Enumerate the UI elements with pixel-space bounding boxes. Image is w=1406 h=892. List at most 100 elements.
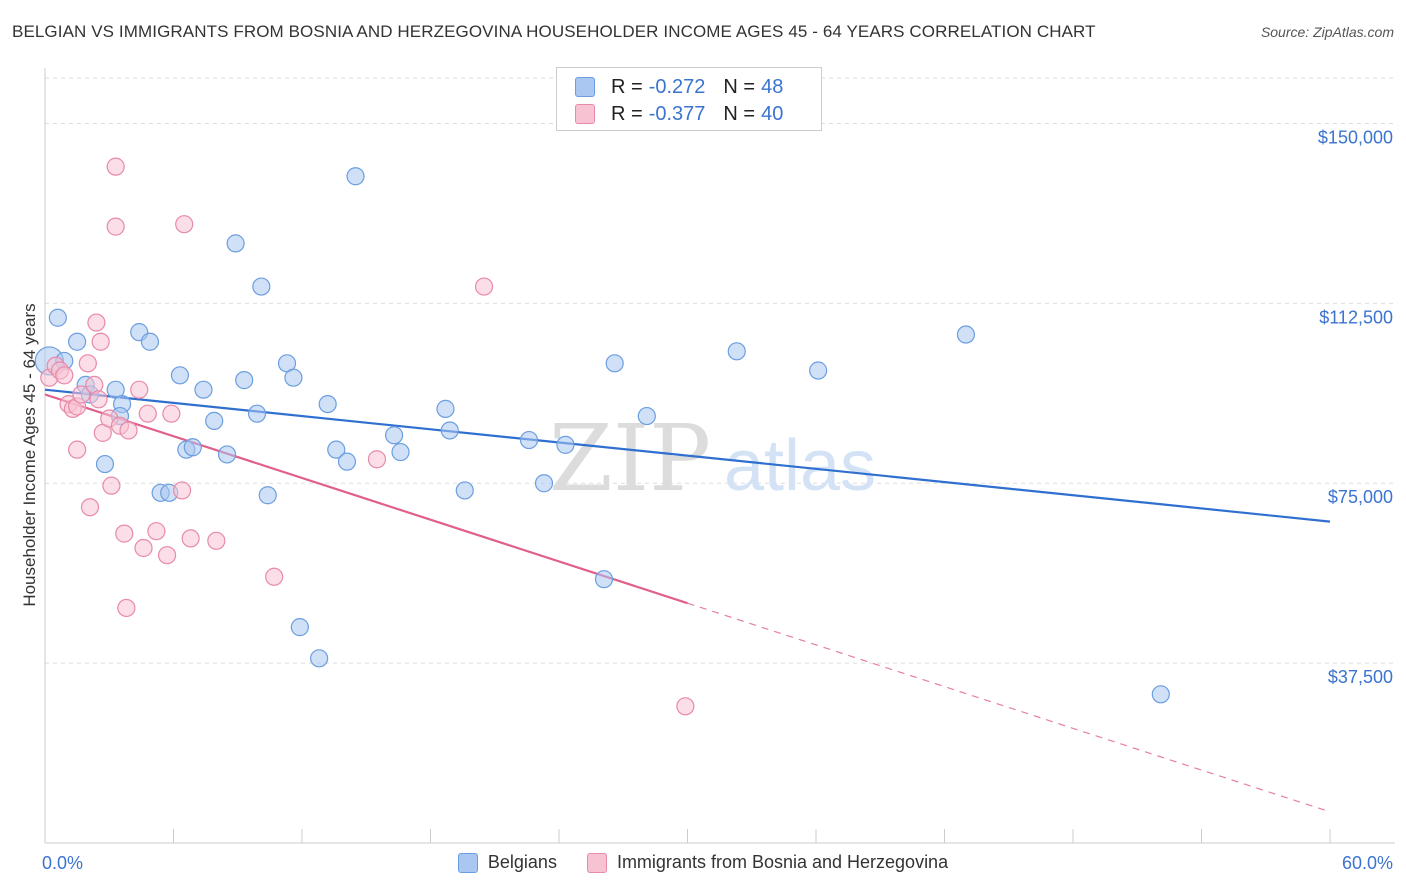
point-belgians — [455, 481, 474, 500]
legend-r-value: -0.272 — [648, 75, 706, 98]
legend-item-bosnia[interactable]: Immigrants from Bosnia and Herzegovina — [586, 852, 949, 873]
point-bosnia — [68, 440, 87, 459]
point-bosnia — [157, 546, 177, 565]
point-belgians — [534, 474, 554, 493]
point-belgians — [194, 380, 213, 399]
point-bosnia — [130, 380, 149, 399]
point-bosnia — [115, 524, 134, 543]
chart-title: BELGIAN VS IMMIGRANTS FROM BOSNIA AND HE… — [12, 22, 1096, 41]
point-belgians — [594, 570, 614, 589]
point-belgians — [183, 438, 202, 457]
legend-n-value: 40 — [761, 102, 784, 125]
legend-swatch-bosnia — [586, 852, 607, 873]
point-bosnia — [134, 538, 153, 558]
point-belgians — [1151, 685, 1170, 704]
point-bosnia — [207, 531, 226, 550]
point-bosnia — [172, 481, 192, 500]
point-bosnia — [89, 390, 108, 409]
point-belgians — [440, 421, 459, 440]
point-belgians — [519, 430, 539, 450]
x-tick-label: 60.0% — [1342, 853, 1393, 873]
legend-r-value: -0.377 — [648, 102, 706, 125]
point-belgians — [217, 445, 237, 464]
axes — [44, 68, 1395, 844]
watermark-atlas: atlas — [724, 426, 876, 506]
point-bosnia — [55, 366, 74, 385]
legend-n-label: N = — [723, 75, 756, 98]
point-belgians — [284, 368, 303, 387]
point-bosnia — [175, 215, 194, 234]
point-bosnia — [106, 217, 125, 236]
point-bosnia — [106, 157, 125, 176]
point-belgians — [68, 332, 87, 351]
legend-n-label: N = — [723, 102, 756, 125]
y-tick-label: $75,000 — [1328, 487, 1393, 507]
point-belgians — [318, 394, 337, 414]
trend-line-solid — [44, 393, 688, 605]
point-bosnia — [119, 421, 138, 440]
y-tick-label: $150,000 — [1318, 127, 1393, 147]
point-belgians — [346, 167, 365, 186]
legend-r-label: R = — [611, 75, 643, 98]
legend-swatch-belgians — [457, 852, 478, 873]
legend-label-bosnia: Immigrants from Bosnia and Herzegovina — [616, 852, 949, 872]
correlation-legend: R = -0.272 N = 48 R = -0.377 N = 40 — [556, 67, 822, 131]
source-label: Source: ZipAtlas.com — [1260, 24, 1394, 40]
point-belgians — [391, 442, 410, 462]
trend-line-dashed — [687, 602, 1331, 813]
point-bosnia — [87, 313, 106, 332]
point-bosnia — [162, 404, 181, 423]
point-belgians — [327, 440, 346, 459]
x-tick-labels: 0.0% 60.0% — [42, 853, 1393, 873]
point-bosnia — [147, 522, 166, 541]
point-belgians — [252, 277, 271, 296]
point-belgians — [384, 426, 404, 445]
series-legend: Belgians Immigrants from Bosnia and Herz… — [0, 852, 1406, 873]
point-belgians — [637, 406, 656, 426]
legend-row-bosnia: R = -0.377 N = 40 — [575, 102, 783, 126]
x-tick-label: 0.0% — [42, 853, 83, 873]
point-belgians — [205, 411, 224, 430]
point-bosnia — [474, 277, 494, 296]
gridlines — [45, 77, 1395, 664]
point-bosnia — [367, 450, 387, 469]
point-belgians — [310, 649, 329, 668]
legend-swatch-bosnia — [575, 104, 595, 124]
y-tick-label: $37,500 — [1328, 667, 1393, 687]
point-belgians — [556, 435, 575, 454]
y-tick-labels: $150,000 $112,500 $75,000 $37,500 — [1318, 127, 1393, 687]
point-bosnia — [265, 567, 284, 586]
legend-swatch-belgians — [575, 77, 595, 97]
point-belgians — [258, 486, 277, 505]
point-belgians — [290, 618, 309, 637]
point-belgians — [956, 325, 976, 344]
point-bosnia — [78, 354, 97, 373]
legend-label-belgians: Belgians — [487, 852, 557, 872]
point-belgians — [605, 354, 624, 373]
point-belgians — [226, 234, 245, 253]
point-belgians — [140, 332, 160, 351]
point-bosnia — [676, 697, 695, 716]
point-bosnia — [91, 332, 110, 351]
point-belgians — [170, 366, 190, 385]
point-belgians — [235, 371, 254, 390]
point-belgians — [247, 404, 267, 423]
legend-n-value: 48 — [761, 75, 784, 98]
point-belgians — [727, 342, 746, 361]
point-belgians — [337, 452, 357, 471]
y-tick-label: $112,500 — [1319, 307, 1393, 327]
point-belgians — [48, 308, 67, 327]
point-belgians — [809, 361, 828, 380]
legend-item-belgians[interactable]: Belgians — [457, 852, 557, 873]
watermark: ZIP atlas — [549, 405, 876, 512]
point-bosnia — [72, 385, 91, 404]
point-belgians — [436, 399, 455, 418]
point-bosnia — [181, 529, 200, 548]
point-bosnia — [117, 598, 136, 618]
point-bosnia — [102, 476, 121, 495]
legend-r-label: R = — [611, 102, 643, 125]
point-belgians — [95, 454, 115, 474]
point-bosnia — [138, 404, 157, 423]
data-points — [34, 157, 1170, 716]
